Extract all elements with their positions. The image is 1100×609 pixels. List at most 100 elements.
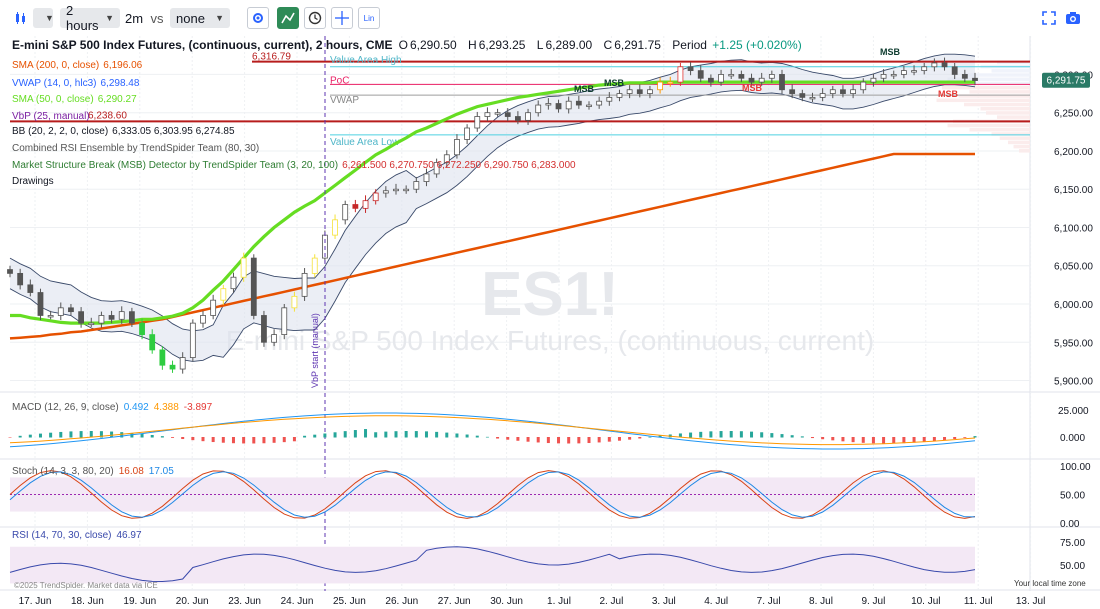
settings-button[interactable] (247, 7, 269, 29)
macd-histogram-bar (892, 437, 896, 444)
interval-dropdown[interactable]: 2 hours ▼ (60, 3, 120, 33)
macd-histogram-bar (617, 437, 621, 441)
auto-analysis-button[interactable] (277, 7, 299, 29)
candle-body (687, 66, 694, 72)
candle-body (88, 322, 95, 326)
candle-body (809, 96, 816, 100)
legend: E-mini S&P 500 Index Futures, (continuou… (0, 0, 802, 541)
indicator-legend-row[interactable]: Market Structure Break (MSB) Detector by… (12, 160, 576, 171)
candle-body (911, 70, 917, 73)
candle-body (779, 74, 785, 91)
indicator-legend-row[interactable]: BB (20, 2, 2, 0, close) 6,333.05 6,303.95… (12, 126, 235, 137)
screenshot-button[interactable] (1064, 8, 1082, 28)
candle-body (118, 311, 125, 320)
macd-signal-value: 4.388 (153, 402, 179, 413)
price-tick-label: 5,950.00 (1054, 338, 1093, 349)
msb-label: MSB (574, 84, 595, 94)
fullscreen-icon (1042, 11, 1056, 25)
lin-scale-button[interactable]: Lin (358, 7, 380, 29)
macd-histogram-bar (18, 435, 22, 438)
chart-area[interactable]: 17. Jun 18. Jun 19. Jun 20. Jun 23. Jun 24. J… (0, 36, 1100, 609)
indicator-legend-row[interactable]: SMA (50, 0, close) 6,290.27 (12, 94, 137, 105)
macd-histogram-bar (922, 437, 926, 443)
rsi-label: RSI (14, 70, 30, close) (12, 530, 112, 541)
macd-histogram-bar (404, 431, 408, 438)
macd-histogram-bar (546, 437, 550, 444)
x-tick-label: 26. Jun (385, 596, 418, 607)
watermark-ticker: ES1! (481, 260, 619, 329)
candle-body (68, 307, 74, 313)
poc-label: PoC (330, 75, 349, 86)
macd-hist-value: -3.897 (183, 402, 213, 413)
indicator-legend-row[interactable]: Combined RSI Ensemble by TrendSpider Tea… (12, 143, 259, 154)
candle-body (37, 292, 44, 316)
candle-body (829, 89, 836, 94)
period-value: +1.25 (+0.020%) (712, 38, 802, 52)
candle-body (250, 257, 257, 316)
macd-histogram-bar (242, 437, 246, 444)
x-tick-label: 23. Jun (228, 596, 261, 607)
volume-profile-bar (991, 69, 1030, 73)
price-tick-label: 6,200.00 (1054, 147, 1093, 158)
price-tick-label: 5,900.00 (1054, 377, 1093, 388)
stoch-label: Stoch (14, 3, 3, 80, 20) (12, 466, 114, 477)
x-tick-label: 24. Jun (281, 596, 314, 607)
indicator-legend-row[interactable]: VWAP (14, 0, hlc3) 6,298.48 (12, 78, 139, 89)
candle-body (261, 315, 267, 343)
macd-histogram-bar (485, 436, 489, 438)
macd-histogram-bar (384, 431, 388, 438)
indicator-label: Combined RSI Ensemble by TrendSpider Tea… (12, 143, 260, 154)
fullscreen-button[interactable] (1040, 8, 1058, 28)
candle-body (586, 104, 592, 107)
timeframe-button[interactable]: 2m (124, 10, 144, 26)
volume-profile-bar (947, 123, 1030, 128)
macd-histogram-bar (140, 433, 144, 438)
macd-histogram-bar (160, 436, 164, 438)
volume-profile-bar (1008, 140, 1030, 145)
candle-body (7, 269, 13, 274)
macd-histogram-bar (536, 437, 540, 443)
macd-histogram-bar (912, 437, 916, 443)
toolbar: ▼ 2 hours ▼ 2m vs none ▼ Lin (0, 0, 1100, 36)
indicator-value: 6,261.500 6,270.750 6,272.250 6,290.750 … (342, 160, 576, 171)
candle-body (189, 322, 196, 358)
indicator-value: 6,298.48 (100, 78, 140, 89)
candle-body (616, 93, 623, 98)
crosshair-button[interactable] (331, 7, 353, 29)
indicator-legend-row[interactable]: SMA (200, 0, close) 6,196.06 (12, 60, 142, 71)
macd-histogram-bar (110, 431, 114, 438)
macd-histogram-bar (607, 437, 611, 442)
macd-histogram-bar (790, 435, 794, 438)
macd-histogram-bar (557, 437, 561, 444)
indicator-value: 6,333.05 6,303.95 6,274.85 (112, 126, 235, 137)
crosshair-icon (335, 11, 349, 25)
indicator-legend-row[interactable]: Drawings (12, 176, 54, 187)
macd-histogram-bar (973, 436, 977, 438)
close-value: 6,291.75 (614, 38, 661, 52)
candle-type-dropdown[interactable]: ▼ (33, 8, 54, 28)
candle-body (870, 77, 877, 83)
compare-dropdown[interactable]: none ▼ (170, 8, 230, 28)
macd-histogram-bar (181, 437, 185, 440)
indicator-legend-row[interactable]: VbP (25, manual) (12, 111, 90, 122)
clock-button[interactable] (304, 7, 326, 29)
macd-histogram-bar (38, 433, 42, 438)
candle-body (931, 62, 938, 68)
candle-body (382, 190, 389, 194)
candle-body (819, 93, 826, 98)
candle-body (98, 315, 105, 324)
candle-body (128, 311, 135, 324)
macd-histogram-bar (8, 437, 12, 438)
volume-profile-bar (999, 136, 1030, 140)
candle-type-icon[interactable] (12, 8, 30, 28)
candle-body (900, 70, 907, 75)
macd-histogram-bar (455, 433, 459, 438)
x-tick-label: 19. Jun (123, 596, 156, 607)
candle-body (697, 70, 704, 79)
rsi-tick: 75.00 (1060, 538, 1085, 549)
volume-profile-bar (964, 102, 1030, 107)
macd-histogram-bar (821, 437, 825, 440)
x-tick-label: 25. Jun (333, 596, 366, 607)
candle-body (362, 200, 369, 209)
chevron-down-icon: ▼ (45, 13, 54, 23)
